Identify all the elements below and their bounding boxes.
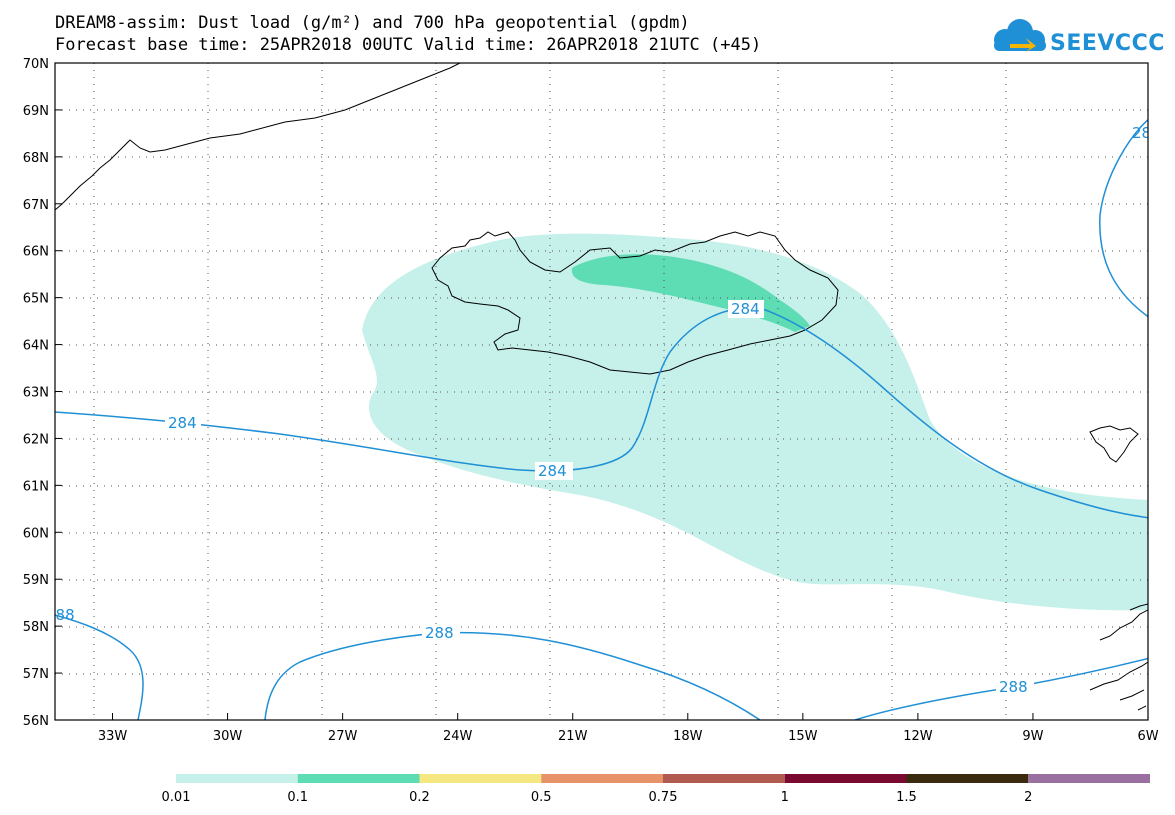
x-tick-label: 24W <box>443 729 473 744</box>
legend-swatch <box>1028 774 1150 783</box>
legend-swatch <box>906 774 1029 783</box>
contour-label-288-south: 288 <box>425 624 454 642</box>
legend-label: 0.1 <box>287 790 308 805</box>
y-axis: 56N 57N 58N 59N 60N 61N 62N 63N 64N 65N 66N 67N 68N 6… <box>23 57 62 729</box>
y-tick-label: 58N <box>23 620 49 635</box>
contour-28x-ne <box>1099 118 1148 318</box>
contour-288-south <box>264 631 761 720</box>
y-tick-label: 67N <box>23 198 49 213</box>
title-line-1: DREAM8-assim: Dust load (g/m²) and 700 h… <box>55 13 690 33</box>
contour-284-main <box>55 306 1148 519</box>
y-tick-label: 62N <box>23 432 49 447</box>
y-tick-label: 56N <box>23 714 49 729</box>
legend-swatch <box>663 774 785 783</box>
legend-swatch <box>176 774 298 783</box>
legend-label: 1 <box>781 790 789 805</box>
graticule <box>55 63 1148 720</box>
legend-label: 0.5 <box>531 790 552 805</box>
legend-label: 0.01 <box>162 790 191 805</box>
y-tick-label: 59N <box>23 573 49 588</box>
y-tick-label: 68N <box>23 151 49 166</box>
y-tick-label: 65N <box>23 292 49 307</box>
x-tick-label: 30W <box>213 729 243 744</box>
contour-label-288-se: 288 <box>999 678 1028 696</box>
legend-label: 0.2 <box>409 790 430 805</box>
x-tick-label: 33W <box>98 729 128 744</box>
contour-labels: 284 284 284 288 288 288 28 <box>46 124 1151 696</box>
faroe-coastline <box>1089 425 1139 463</box>
greenland-coastline <box>55 63 461 211</box>
y-tick-label: 63N <box>23 386 49 401</box>
legend-swatch <box>541 774 663 783</box>
logo-text: SEEVCCC <box>1050 31 1165 56</box>
contour-label-284-iceland: 284 <box>731 300 760 318</box>
contour-label-284-west: 284 <box>168 414 197 432</box>
x-tick-label: 21W <box>558 729 588 744</box>
contour-288-sw <box>55 614 144 720</box>
legend-swatch <box>297 774 420 783</box>
contour-label-284-center: 284 <box>538 462 567 480</box>
contour-label-28-ne: 28 <box>1132 124 1151 142</box>
x-tick-label: 6W <box>1137 729 1158 744</box>
y-tick-label: 66N <box>23 245 49 260</box>
cloud-icon <box>994 19 1046 52</box>
legend-label: 2 <box>1024 790 1032 805</box>
x-tick-label: 12W <box>903 729 933 744</box>
geopotential-contours <box>55 118 1148 720</box>
contour-label-288-sw: 288 <box>46 606 75 624</box>
y-tick-label: 69N <box>23 104 49 119</box>
x-tick-label: 15W <box>788 729 818 744</box>
y-tick-label: 60N <box>23 526 49 541</box>
y-tick-label: 57N <box>23 667 49 682</box>
legend-swatch <box>784 774 907 783</box>
coastlines <box>55 63 1148 711</box>
x-tick-label: 18W <box>673 729 703 744</box>
iceland-coastline <box>431 231 839 375</box>
title-line-2: Forecast base time: 25APR2018 00UTC Vali… <box>55 35 761 55</box>
y-tick-label: 64N <box>23 339 49 354</box>
seevccc-logo: SEEVCCC <box>994 19 1165 56</box>
legend-swatch <box>419 774 542 783</box>
x-tick-label: 9W <box>1022 729 1043 744</box>
dust-area-0-01 <box>362 233 1148 611</box>
y-tick-label: 70N <box>23 57 49 72</box>
y-tick-label: 61N <box>23 479 49 494</box>
color-legend: 0.01 0.1 0.2 0.5 0.75 1 1.5 2 <box>162 774 1150 805</box>
legend-label: 0.75 <box>649 790 678 805</box>
x-tick-label: 27W <box>328 729 358 744</box>
legend-label: 1.5 <box>896 790 917 805</box>
x-axis: 33W 30W 27W 24W 21W 18W 15W 12W 9W 6W <box>98 713 1159 744</box>
scotland-coastline <box>1089 603 1148 711</box>
